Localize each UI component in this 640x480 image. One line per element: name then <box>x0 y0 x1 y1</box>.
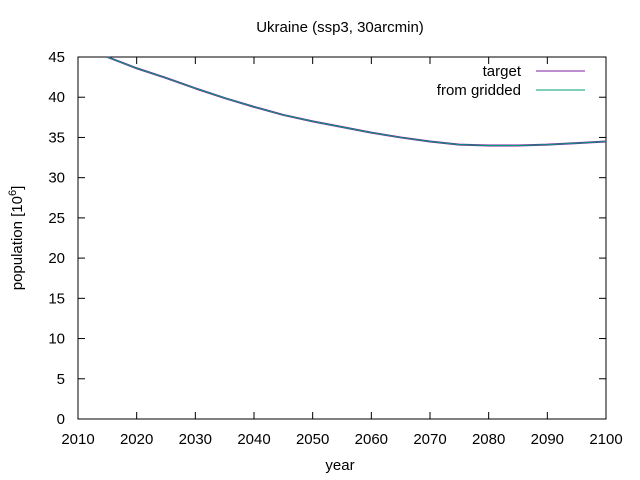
x-axis: 2010 2020 2030 2040 2050 2060 2070 2080 2090 2100 <box>61 57 623 448</box>
y-tick-label-5: 5 <box>57 371 65 388</box>
series-lines <box>106 56 607 147</box>
x-tick-label-2100: 2100 <box>589 431 622 448</box>
x-tick-label-2010: 2010 <box>61 431 94 448</box>
y-tick-label-10: 10 <box>48 331 65 348</box>
y-tick-label-15: 15 <box>48 290 65 307</box>
y-tick-label-45: 45 <box>48 49 65 66</box>
y-axis-label-superscript: 6 <box>7 190 19 196</box>
legend-label-from-gridded: from gridded <box>437 82 521 99</box>
x-tick-label-2060: 2060 <box>355 431 388 448</box>
x-tick-label-2020: 2020 <box>120 431 153 448</box>
x-tick-label-2030: 2030 <box>179 431 212 448</box>
plot-frame <box>77 56 607 420</box>
x-tick-label-2050: 2050 <box>296 431 329 448</box>
legend-label-target: target <box>483 63 522 80</box>
x-tick-label-2040: 2040 <box>237 431 270 448</box>
x-tick-label-2070: 2070 <box>413 431 446 448</box>
series-line-target <box>106 56 607 147</box>
y-axis-label-text: population [10 <box>9 196 26 290</box>
chart-title: Ukraine (ssp3, 30arcmin) <box>256 19 424 36</box>
y-tick-label-25: 25 <box>48 210 65 227</box>
x-axis-label: year <box>325 457 354 474</box>
x-tick-label-2080: 2080 <box>472 431 505 448</box>
y-tick-label-40: 40 <box>48 89 65 106</box>
y-axis-label-suffix: ] <box>9 186 26 190</box>
y-tick-label-0: 0 <box>57 411 65 428</box>
legend: target from gridded <box>437 63 585 99</box>
x-tick-label-2090: 2090 <box>531 431 564 448</box>
series-line-from-gridded <box>107 56 607 146</box>
y-tick-label-30: 30 <box>48 170 65 187</box>
y-tick-label-20: 20 <box>48 250 65 267</box>
y-axis: 0 5 10 15 20 25 30 35 40 45 <box>48 49 606 428</box>
y-axis-label: population [106] <box>7 186 26 291</box>
y-tick-label-35: 35 <box>48 129 65 146</box>
